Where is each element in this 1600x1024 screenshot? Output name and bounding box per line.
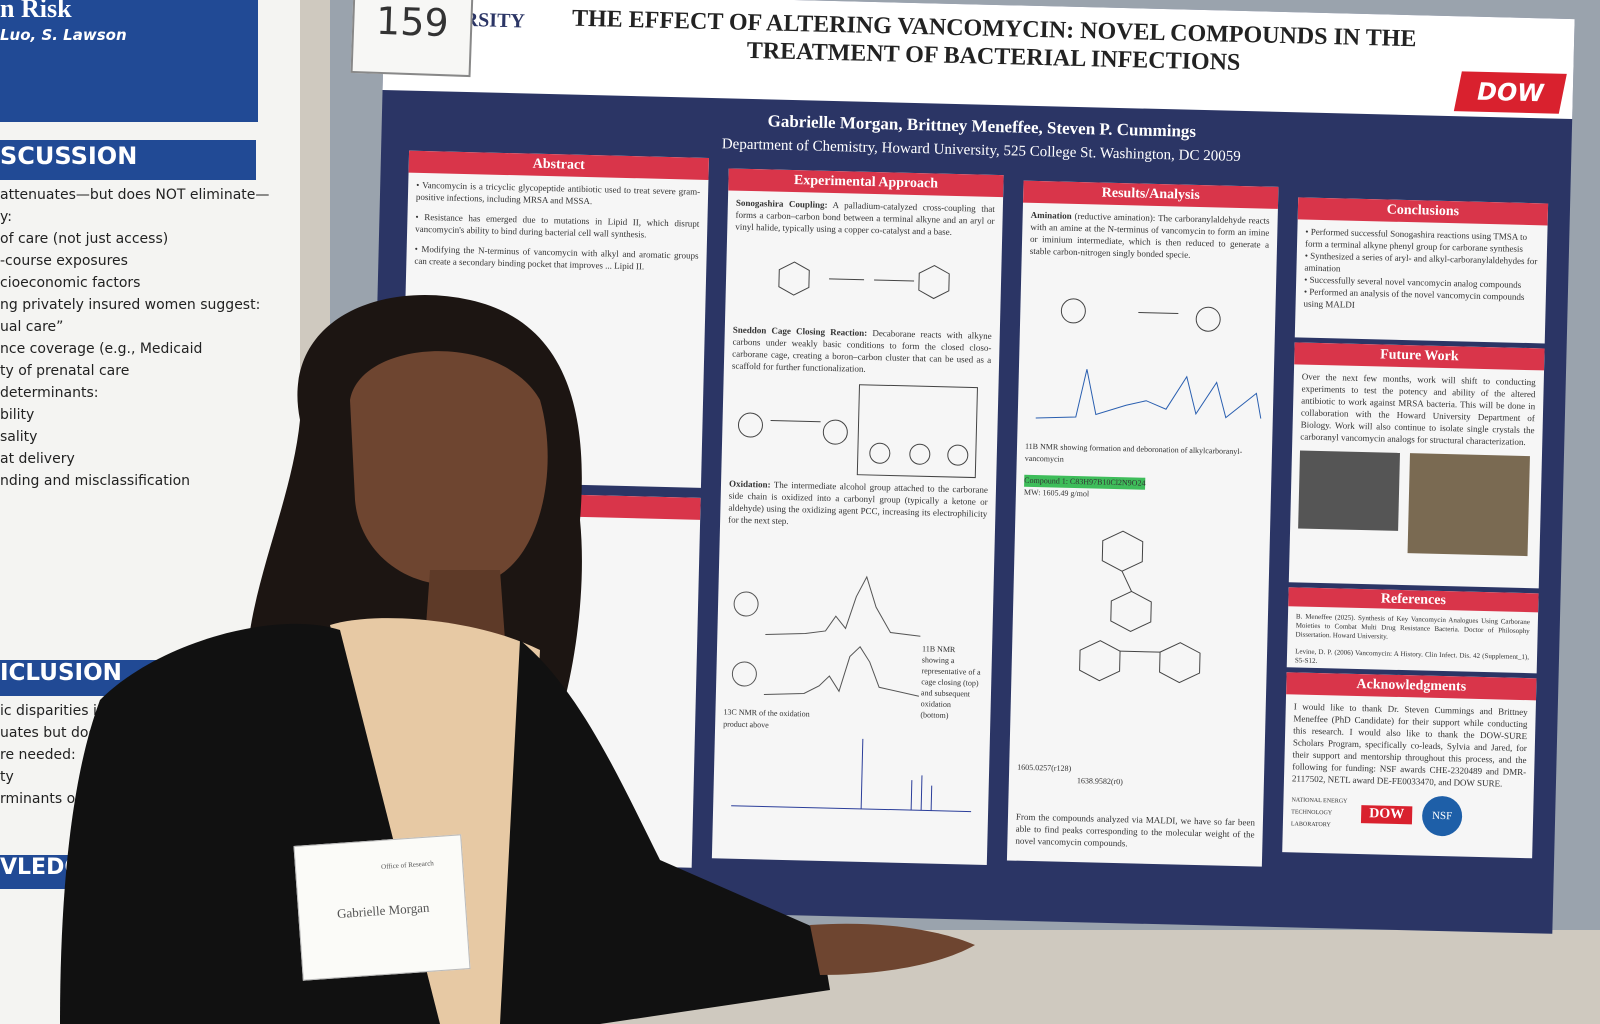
section-heading: Future Work xyxy=(1294,342,1545,371)
left-line: nding and misclassification xyxy=(0,473,191,489)
left-heading: ICLUSION xyxy=(0,660,256,696)
dow-logo: DOW xyxy=(1360,805,1413,825)
left-line: ng privately insured women suggest: xyxy=(0,297,261,313)
poster-title: THE EFFECT OF ALTERING VANCOMYCIN: NOVEL… xyxy=(571,5,1417,76)
left-line: y: xyxy=(0,209,12,225)
acknowledgments-section: Acknowledgments I would like to thank Dr… xyxy=(1282,672,1537,859)
left-line: ty xyxy=(0,769,14,785)
left-line: ty of prenatal care xyxy=(0,363,130,379)
left-line: ic disparities in xyxy=(0,703,106,719)
section-heading: Abstract xyxy=(408,150,709,180)
results-conclusion: From the compounds analyzed via MALDI, w… xyxy=(1015,811,1256,849)
caption: Key Amino Acids xyxy=(552,839,617,851)
left-line: at delivery xyxy=(0,451,75,467)
left-line: of care (not just access) xyxy=(0,231,169,247)
left-line: ual care” xyxy=(0,319,64,335)
left-line: determinants: xyxy=(0,385,99,401)
bullet: Vancomycin is a tricyclic glycopeptide a… xyxy=(416,179,701,210)
section-heading: Acknowledgments xyxy=(1286,672,1537,701)
section-heading: References xyxy=(1288,587,1539,613)
nmr-note: 11B NMR showing a representative of a ca… xyxy=(920,644,981,720)
sponsor-logo: DOW xyxy=(1453,71,1567,114)
left-line: re needed: xyxy=(0,747,76,763)
bullet: Resistance has emerged due to mutations … xyxy=(415,211,700,242)
bullet: Performed an analysis of the novel vanco… xyxy=(1303,286,1538,316)
reference: Levine, D. P. (2006) Vancomycin: A Histo… xyxy=(1294,647,1530,665)
section-heading: Conclusions xyxy=(1297,197,1549,226)
section-heading: und xyxy=(400,490,701,520)
lab-photo xyxy=(1407,453,1530,557)
abstract-section: Abstract Vancomycin is a tricyclic glyco… xyxy=(401,150,709,488)
poster-number: 159 xyxy=(350,0,474,78)
item-label: Sneddon Cage Closing Reaction: xyxy=(732,324,868,338)
badge-org: Office of Research xyxy=(380,859,435,871)
left-line: attenuates—but does NOT eliminate— xyxy=(0,187,270,203)
structure xyxy=(1079,530,1201,684)
section-heading: Experimental Approach xyxy=(728,168,1004,198)
left-line: sality xyxy=(0,429,38,445)
left-heading: VLEDG xyxy=(0,855,120,889)
bullet: Modifying the N-terminus of vancomycin w… xyxy=(414,243,699,274)
left-line: cioeconomic factors xyxy=(0,275,141,291)
left-authors: Luo, S. Lawson xyxy=(0,26,127,44)
left-text: ic disparities in uates but doe re needed:… xyxy=(0,700,120,810)
item-label: Sonogashira Coupling: xyxy=(735,197,828,210)
reaction-scheme xyxy=(737,384,978,479)
left-line: rminants o xyxy=(0,791,76,807)
left-line: bility xyxy=(0,407,35,423)
amination-scheme xyxy=(1060,298,1221,332)
poster: WARD ERSITY THE EFFECT OF ALTERING VANCO… xyxy=(362,0,1575,934)
results-section: Results/Analysis Amination (reductive am… xyxy=(1006,180,1279,867)
name-badge: Office of Research Gabrielle Morgan xyxy=(293,834,471,981)
photos xyxy=(1298,450,1534,557)
nmr-caption: 11B NMR showing formation and deboronati… xyxy=(1024,441,1243,464)
left-heading: SCUSSION xyxy=(0,140,256,180)
future-work-section: Future Work Over the next few months, wo… xyxy=(1288,342,1545,589)
item-label: Amination xyxy=(1030,209,1072,221)
section-heading: Results/Analysis xyxy=(1022,180,1279,209)
experimental-section: Experimental Approach Sonogashira Coupli… xyxy=(711,168,1004,865)
caption: Heptapeptide skeleton xyxy=(552,825,633,838)
left-poster: n Risk Luo, S. Lawson SCUSSION attenuate… xyxy=(0,0,300,1024)
conclusions-section: Conclusions Performed successful Sonogas… xyxy=(1294,197,1549,344)
left-text: attenuates—but does NOT eliminate— y: of c… xyxy=(0,184,270,492)
nmr-spectrum xyxy=(1035,369,1262,419)
left-line: nce coverage (e.g., Medicaid xyxy=(0,341,203,357)
petri-dish-photo xyxy=(1298,450,1400,531)
background-section: und Heptapeptide skeleton Key Amino Acid… xyxy=(391,490,701,868)
section-text: Over the next few months, work will shif… xyxy=(1300,371,1536,448)
reaction-scheme xyxy=(778,261,950,300)
title-bar: WARD ERSITY THE EFFECT OF ALTERING VANCO… xyxy=(382,0,1575,120)
badge-name: Gabrielle Morgan xyxy=(336,899,430,922)
item-label: Oxidation: xyxy=(728,478,771,490)
left-line: uates but doe xyxy=(0,725,98,741)
left-header: n Risk Luo, S. Lawson xyxy=(0,0,258,122)
left-line: -course exposures xyxy=(0,253,128,269)
references-section: References B. Meneffee (2025). Synthesis… xyxy=(1286,587,1539,674)
left-title: n Risk xyxy=(0,0,72,23)
c13-spectrum xyxy=(731,738,972,813)
section-text: I would like to thank Dr. Steven Cumming… xyxy=(1291,701,1528,789)
nsf-logo: NSF xyxy=(1421,795,1463,837)
footer-logos: NATIONAL ENERGY TECHNOLOGY LABORATORY DO… xyxy=(1291,792,1526,838)
netl-logo: NATIONAL ENERGY TECHNOLOGY LABORATORY xyxy=(1290,797,1348,829)
reference: B. Meneffee (2025). Synthesis of Key Van… xyxy=(1295,612,1530,641)
c13-note: 13C NMR of the oxidation product above xyxy=(723,707,810,730)
